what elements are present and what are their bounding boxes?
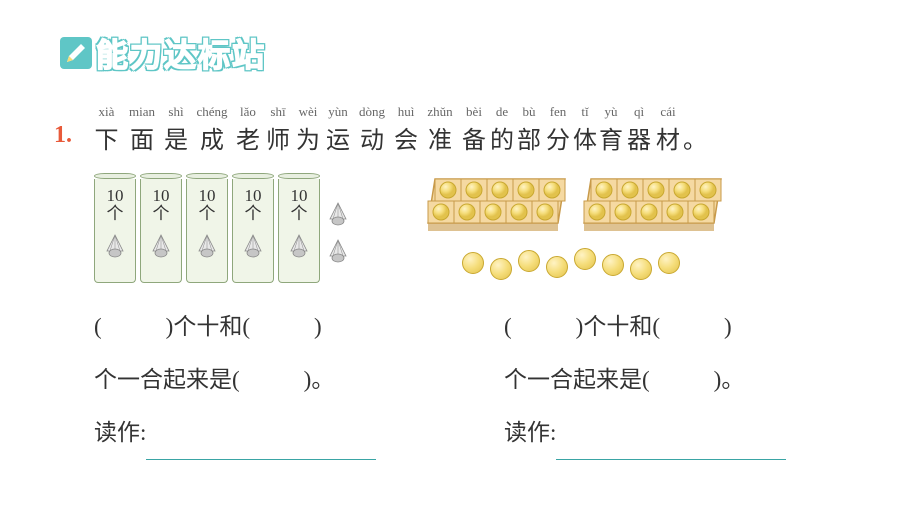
text-fragment: 个一合起来是( [94, 367, 240, 392]
hanzi-char: 下 [90, 120, 123, 155]
ball-tray [420, 173, 566, 244]
text-fragment: )。 [714, 367, 745, 392]
shuttle-tube: 10个 [278, 173, 320, 283]
hanzi-char: 运 [323, 120, 353, 155]
hanzi-char: 的 [489, 120, 515, 155]
tube-row: 10个 10个 10个 10个 [94, 173, 320, 283]
answer-left: ( )个十和() 个一合起来是( )。 读作: [94, 301, 450, 460]
answer-line-2: 个一合起来是( )。 [504, 354, 860, 407]
ball-icon [490, 258, 512, 280]
paren-close: ) [314, 314, 322, 339]
hanzi-char: 育 [597, 120, 625, 155]
pinyin-syllable: bù [515, 104, 543, 120]
pinyin-syllable: mian [123, 104, 161, 120]
hanzi-char: 面 [123, 120, 161, 155]
answer-line-2: 个一合起来是( )。 [94, 354, 450, 407]
loose-balls [462, 252, 680, 274]
read-blank[interactable] [146, 438, 376, 460]
hanzi-char: 材 [653, 120, 683, 155]
shuttle-tube: 10个 [140, 173, 182, 283]
question-block: 1. xiàmianshìchénglǎoshīwèiyùndònghuìzhǔ… [60, 104, 860, 155]
pinyin-syllable: huì [391, 104, 421, 120]
text-fragment: )个十和( [576, 314, 660, 339]
hanzi-char: 部 [515, 120, 543, 155]
ball-icon [546, 256, 568, 278]
ball-group [420, 173, 722, 274]
pinyin-syllable: bèi [459, 104, 489, 120]
answer-right: ( )个十和() 个一合起来是( )。 读作: [504, 301, 860, 460]
pinyin-syllable: chéng [191, 104, 233, 120]
pinyin-syllable: yùn [323, 104, 353, 120]
pencil-icon [60, 37, 92, 69]
hanzi-char: 备 [459, 120, 489, 155]
pinyin-syllable: shī [263, 104, 293, 120]
hanzi-char: 准 [421, 120, 459, 155]
section-title: 能力达标站 [96, 30, 266, 76]
read-label: 读作: [94, 420, 146, 445]
shuttlecock-group: 10个 10个 10个 10个 [94, 173, 350, 283]
loose-shuttles [326, 173, 350, 269]
hanzi-char: 。 [683, 120, 703, 155]
shuttle-tube: 10个 [186, 173, 228, 283]
answer-line-1: ( )个十和() [504, 301, 860, 354]
answer-line-3: 读作: [504, 407, 860, 460]
hanzi-char: 体 [573, 120, 597, 155]
ball-icon [630, 258, 652, 280]
shuttle-tube: 10个 [232, 173, 274, 283]
ball-icon [462, 252, 484, 274]
paren-close: ) [724, 314, 732, 339]
answer-section: ( )个十和() 个一合起来是( )。 读作: ( )个十和() 个一合起来是( )。 … [60, 301, 860, 460]
read-blank[interactable] [556, 438, 786, 460]
ball-icon [658, 252, 680, 274]
hanzi-char: 是 [161, 120, 191, 155]
hanzi-char: 器 [625, 120, 653, 155]
pinyin-syllable: xià [90, 104, 123, 120]
pinyin-syllable: de [489, 104, 515, 120]
pinyin-syllable: tǐ [573, 104, 597, 120]
pinyin-syllable: zhǔn [421, 104, 459, 120]
hanzi-char: 成 [191, 120, 233, 155]
ball-icon [574, 248, 596, 270]
pinyin-syllable: dòng [353, 104, 391, 120]
text-fragment: )个十和( [166, 314, 250, 339]
text-fragment: 个一合起来是( [504, 367, 650, 392]
pinyin-row: xiàmianshìchénglǎoshīwèiyùndònghuìzhǔnbè… [60, 104, 860, 120]
tray-row [420, 173, 722, 244]
pinyin-syllable: shì [161, 104, 191, 120]
shuttle-tube: 10个 [94, 173, 136, 283]
ball-icon [602, 254, 624, 276]
hanzi-char: 会 [391, 120, 421, 155]
paren-open: ( [94, 314, 102, 339]
read-label: 读作: [504, 420, 556, 445]
hanzi-char: 动 [353, 120, 391, 155]
pinyin-syllable: yù [597, 104, 625, 120]
pinyin-syllable: cái [653, 104, 683, 120]
pinyin-syllable: lǎo [233, 104, 263, 120]
hanzi-char: 为 [293, 120, 323, 155]
pinyin-syllable: wèi [293, 104, 323, 120]
answer-line-3: 读作: [94, 407, 450, 460]
ball-tray [576, 173, 722, 244]
hanzi-row: 下面是成老师为运动会准备的部分体育器材。 [60, 120, 860, 155]
pinyin-syllable: qì [625, 104, 653, 120]
illustration-row: 10个 10个 10个 10个 [60, 173, 860, 283]
shuttlecock-icon [326, 238, 350, 269]
paren-open: ( [504, 314, 512, 339]
question-number: 1. [54, 122, 72, 149]
ball-icon [518, 250, 540, 272]
pinyin-syllable: fen [543, 104, 573, 120]
text-fragment: )。 [304, 367, 335, 392]
hanzi-char: 老 [233, 120, 263, 155]
hanzi-char: 师 [263, 120, 293, 155]
shuttlecock-icon [326, 201, 350, 232]
answer-line-1: ( )个十和() [94, 301, 450, 354]
section-header: 能力达标站 [60, 30, 860, 76]
hanzi-char: 分 [543, 120, 573, 155]
